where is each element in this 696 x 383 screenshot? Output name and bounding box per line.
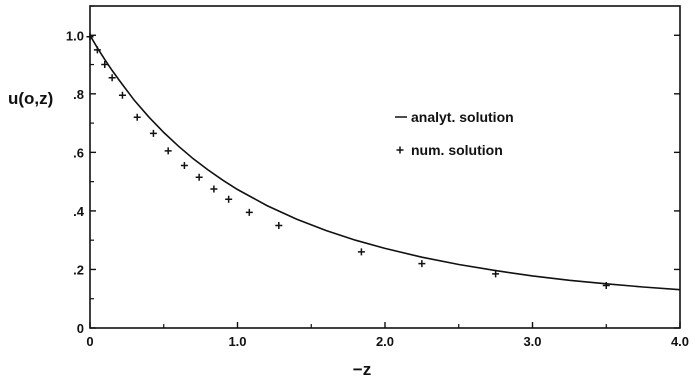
data-point-marker — [180, 162, 188, 170]
data-point-marker — [225, 195, 233, 203]
y-tick-label: .2 — [73, 262, 84, 277]
data-point-marker — [210, 185, 218, 193]
data-point-marker — [93, 46, 101, 54]
data-point-marker — [86, 33, 94, 41]
x-tick-label: 1.0 — [228, 334, 246, 349]
x-tick-label: 0 — [86, 334, 93, 349]
data-point-marker — [275, 222, 283, 230]
legend-marker-swatch — [396, 146, 404, 154]
x-tick-label: 4.0 — [671, 334, 689, 349]
data-point-marker — [149, 129, 157, 137]
data-point-marker — [101, 61, 109, 69]
y-tick-label: .8 — [73, 87, 84, 102]
series-analytic-line — [89, 34, 681, 291]
legend: analyt. solution num. solution — [395, 109, 514, 158]
legend-label-numeric: num. solution — [411, 142, 503, 158]
y-tick-label: .4 — [73, 204, 85, 219]
data-point-marker — [357, 248, 365, 256]
data-point-marker — [164, 147, 172, 155]
y-axis-ticks: 0 .2 .4 .6 .8 1.0 — [66, 5, 680, 336]
data-point-marker — [245, 208, 253, 216]
y-tick-label: 0 — [77, 321, 84, 336]
plot-frame — [89, 5, 681, 329]
y-tick-label: 1.0 — [66, 28, 84, 43]
data-point-marker — [602, 282, 610, 290]
data-point-marker — [133, 113, 141, 121]
series-layer — [86, 33, 681, 291]
y-tick-label: .6 — [73, 145, 84, 160]
data-point-marker — [418, 260, 426, 268]
x-tick-label: 2.0 — [376, 334, 394, 349]
data-point-marker — [492, 270, 500, 278]
legend-label-analytic: analyt. solution — [411, 109, 514, 125]
x-axis-label: −z — [353, 360, 371, 379]
x-tick-label: 3.0 — [523, 334, 541, 349]
data-point-marker — [108, 74, 116, 82]
data-point-marker — [118, 91, 126, 99]
x-axis-ticks: 0 1.0 2.0 3.0 4.0 — [86, 322, 689, 349]
y-axis-label: u(o,z) — [8, 89, 53, 108]
data-point-marker — [195, 173, 203, 181]
